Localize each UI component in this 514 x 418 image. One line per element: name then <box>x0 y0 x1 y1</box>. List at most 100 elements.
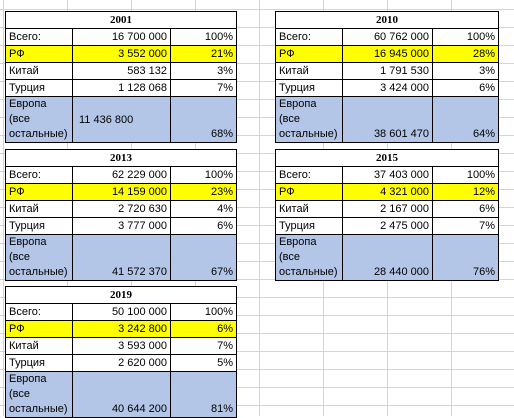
row-value[interactable]: 41 572 370 <box>72 234 171 281</box>
row-value[interactable]: 62 229 000 <box>72 166 171 184</box>
row-value[interactable]: 3 552 000 <box>72 45 171 63</box>
table-header-row: 2013 <box>4 149 238 167</box>
row-value[interactable]: 37 403 000 <box>342 166 433 184</box>
row-percent[interactable]: 7% <box>431 217 500 235</box>
row-percent[interactable]: 67% <box>169 234 238 281</box>
row-percent[interactable]: 12% <box>431 183 500 201</box>
row-percent[interactable]: 4% <box>169 200 238 218</box>
table-2015: 2015 Всего: 37 403 000 100% РФ 4 321 000… <box>274 149 500 281</box>
row-value[interactable]: 2 167 000 <box>342 200 433 218</box>
table-row-rf: РФ 3 242 800 6% <box>5 320 238 338</box>
row-label[interactable]: Турция <box>275 79 343 97</box>
row-percent[interactable]: 100% <box>431 28 500 46</box>
row-percent[interactable]: 68% <box>169 96 238 143</box>
row-percent[interactable]: 21% <box>169 45 238 63</box>
row-label[interactable]: РФ <box>5 320 73 338</box>
row-percent[interactable]: 23% <box>169 183 238 201</box>
row-percent[interactable]: 3% <box>431 62 500 80</box>
row-value[interactable]: 3 777 000 <box>72 217 171 235</box>
row-value[interactable]: 50 100 000 <box>72 303 171 321</box>
table-2013: 2013 Всего: 62 229 000 100% РФ 14 159 00… <box>4 149 238 281</box>
row-percent[interactable]: 6% <box>169 320 238 338</box>
row-percent[interactable]: 7% <box>169 337 238 355</box>
table-header-row: 2019 <box>4 286 238 304</box>
row-value[interactable]: 11 436 800 <box>72 96 171 143</box>
row-label[interactable]: Европа (все остальные) <box>275 234 343 281</box>
row-value[interactable]: 3 593 000 <box>72 337 171 355</box>
row-label[interactable]: Всего: <box>5 166 73 184</box>
row-value[interactable]: 40 644 200 <box>72 371 171 418</box>
row-value[interactable]: 14 159 000 <box>72 183 171 201</box>
row-label[interactable]: Китай <box>275 200 343 218</box>
table-2001: 2001 Всего: 16 700 000 100% РФ 3 552 000… <box>4 11 238 143</box>
row-percent[interactable]: 100% <box>431 166 500 184</box>
row-value[interactable]: 16 945 000 <box>342 45 433 63</box>
row-label[interactable]: Европа (все остальные) <box>5 96 73 143</box>
row-value[interactable]: 2 720 630 <box>72 200 171 218</box>
year-cell[interactable]: 2013 <box>4 149 238 167</box>
row-value[interactable]: 1 128 068 <box>72 79 171 97</box>
row-value[interactable]: 583 132 <box>72 62 171 80</box>
row-value[interactable]: 2 475 000 <box>342 217 433 235</box>
row-value[interactable]: 1 791 530 <box>342 62 433 80</box>
row-value[interactable]: 3 424 000 <box>342 79 433 97</box>
table-row-china: Китай 1 791 530 3% <box>275 62 500 80</box>
row-label[interactable]: РФ <box>5 183 73 201</box>
table-row-turkey: Турция 2 620 000 5% <box>5 354 238 372</box>
row-label[interactable]: Всего: <box>275 28 343 46</box>
year-cell[interactable]: 2015 <box>274 149 500 167</box>
row-value[interactable]: 38 601 470 <box>342 96 433 143</box>
table-row-turkey: Турция 1 128 068 7% <box>5 79 238 97</box>
year-cell[interactable]: 2010 <box>274 11 500 29</box>
row-value[interactable]: 4 321 000 <box>342 183 433 201</box>
row-value[interactable]: 60 762 000 <box>342 28 433 46</box>
row-percent[interactable]: 6% <box>431 79 500 97</box>
table-row-china: Китай 583 132 3% <box>5 62 238 80</box>
row-label[interactable]: Турция <box>5 79 73 97</box>
row-percent[interactable]: 81% <box>169 371 238 418</box>
table-row-total: Всего: 62 229 000 100% <box>5 166 238 184</box>
row-label[interactable]: Всего: <box>5 28 73 46</box>
row-value[interactable]: 2 620 000 <box>72 354 171 372</box>
row-percent[interactable]: 6% <box>431 200 500 218</box>
row-label[interactable]: Турция <box>5 354 73 372</box>
row-percent[interactable]: 6% <box>169 217 238 235</box>
row-percent[interactable]: 76% <box>431 234 500 281</box>
row-label[interactable]: Турция <box>275 217 343 235</box>
row-label[interactable]: РФ <box>5 45 73 63</box>
row-label[interactable]: Китай <box>5 337 73 355</box>
row-label[interactable]: РФ <box>275 183 343 201</box>
row-percent[interactable]: 64% <box>431 96 500 143</box>
row-percent[interactable]: 5% <box>169 354 238 372</box>
table-row-rf: РФ 3 552 000 21% <box>5 45 238 63</box>
row-percent[interactable]: 100% <box>169 303 238 321</box>
table-row-rf: РФ 16 945 000 28% <box>275 45 500 63</box>
row-label[interactable]: Европа (все остальные) <box>275 96 343 143</box>
row-value[interactable]: 28 440 000 <box>342 234 433 281</box>
row-label[interactable]: Всего: <box>5 303 73 321</box>
row-label[interactable]: РФ <box>275 45 343 63</box>
table-row-turkey: Турция 3 777 000 6% <box>5 217 238 235</box>
table-row-rf: РФ 14 159 000 23% <box>5 183 238 201</box>
row-label[interactable]: Европа (все остальные) <box>5 234 73 281</box>
row-label[interactable]: Китай <box>5 200 73 218</box>
row-label[interactable]: Всего: <box>275 166 343 184</box>
row-label[interactable]: Китай <box>5 62 73 80</box>
table-row-rf: РФ 4 321 000 12% <box>275 183 500 201</box>
year-cell[interactable]: 2001 <box>4 11 238 29</box>
row-label[interactable]: Турция <box>5 217 73 235</box>
row-percent[interactable]: 100% <box>169 166 238 184</box>
table-row-europe: Европа (все остальные) 40 644 200 81% <box>5 371 238 418</box>
year-cell[interactable]: 2019 <box>4 286 238 304</box>
row-percent[interactable]: 7% <box>169 79 238 97</box>
row-label[interactable]: Китай <box>275 62 343 80</box>
row-value[interactable]: 16 700 000 <box>72 28 171 46</box>
table-row-total: Всего: 16 700 000 100% <box>5 28 238 46</box>
row-percent[interactable]: 28% <box>431 45 500 63</box>
row-percent[interactable]: 100% <box>169 28 238 46</box>
row-label[interactable]: Европа (все остальные) <box>5 371 73 418</box>
table-row-europe: Европа (все остальные) 41 572 370 67% <box>5 234 238 281</box>
row-value[interactable]: 3 242 800 <box>72 320 171 338</box>
row-percent[interactable]: 3% <box>169 62 238 80</box>
table-row-china: Китай 2 720 630 4% <box>5 200 238 218</box>
